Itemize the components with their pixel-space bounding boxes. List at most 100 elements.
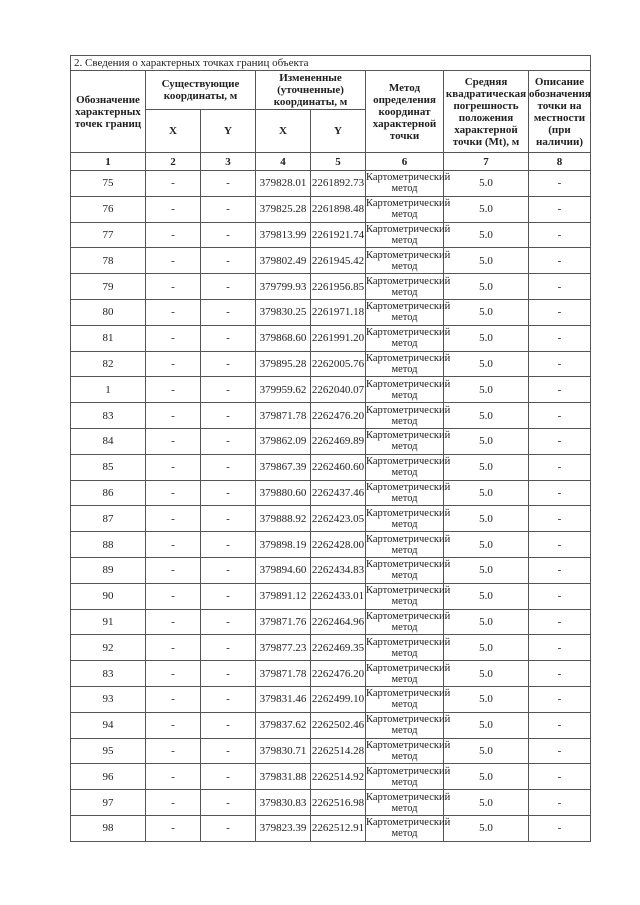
cell-changed-y: 2262476.20	[310, 402, 366, 429]
table-row: 90- -379891.12 2262433.01 Картометрический …	[70, 582, 591, 610]
cell-point-id: 89	[70, 556, 146, 584]
cell-existing-x: -	[145, 582, 201, 610]
cell-error: 5.0	[443, 737, 529, 765]
cell-error: 5.0	[443, 273, 529, 300]
header-existing-x: X	[145, 109, 201, 153]
cell-changed-x: 379802.49	[255, 247, 311, 275]
cell-method: Картометрический метод	[365, 170, 451, 197]
cell-changed-y: 2262516.98	[310, 789, 366, 816]
cell-existing-y: -	[200, 170, 256, 197]
cell-changed-y: 2262514.28	[310, 737, 366, 765]
cell-existing-y: -	[200, 247, 256, 275]
table-row: 81- -379868.60 2261991.20 Картометрический …	[70, 324, 591, 352]
cell-method: Картометрический метод	[365, 350, 451, 378]
cell-method: Картометрический метод	[365, 427, 451, 455]
cell-changed-x: 379823.39	[255, 814, 311, 842]
table-row: 97- -379830.83 2262516.98 Картометрический …	[70, 789, 591, 816]
cell-existing-y: -	[200, 634, 256, 662]
cell-error: 5.0	[443, 247, 529, 275]
cell-existing-x: -	[145, 737, 201, 765]
cell-description: -	[528, 582, 591, 610]
cell-existing-y: -	[200, 505, 256, 533]
cell-error: 5.0	[443, 608, 529, 636]
cell-existing-y: -	[200, 376, 256, 404]
cell-changed-x: 379959.62	[255, 376, 311, 404]
cell-error: 5.0	[443, 298, 529, 326]
table-row: 78- -379802.49 2261945.42 Картометрический …	[70, 247, 591, 275]
cell-point-id: 83	[70, 402, 146, 429]
col-number: 6	[365, 152, 444, 171]
cell-description: -	[528, 634, 591, 662]
table-row: 89- -379894.60 2262434.83 Картометрический …	[70, 556, 591, 584]
cell-existing-y: -	[200, 737, 256, 765]
cell-point-id: 90	[70, 582, 146, 610]
header-changed-coords: Измененные (уточненные) координаты, м	[255, 70, 366, 110]
cell-point-id: 75	[70, 170, 146, 197]
table-row: 77- -379813.99 2261921.74 Картометрический …	[70, 221, 591, 249]
cell-existing-x: -	[145, 402, 201, 429]
cell-existing-y: -	[200, 608, 256, 636]
cell-point-id: 78	[70, 247, 146, 275]
cell-changed-x: 379837.62	[255, 711, 311, 739]
cell-existing-y: -	[200, 350, 256, 378]
cell-existing-y: -	[200, 298, 256, 326]
cell-existing-x: -	[145, 789, 201, 816]
cell-existing-x: -	[145, 479, 201, 507]
cell-error: 5.0	[443, 789, 529, 816]
cell-existing-x: -	[145, 711, 201, 739]
header-changed-y: Y	[310, 109, 366, 153]
cell-description: -	[528, 453, 591, 481]
cell-changed-x: 379871.78	[255, 660, 311, 687]
cell-method: Картометрический метод	[365, 453, 451, 481]
cell-changed-y: 2262464.96	[310, 608, 366, 636]
cell-method: Картометрический метод	[365, 660, 451, 687]
cell-changed-y: 2261971.18	[310, 298, 366, 326]
table-row: 91- -379871.76 2262464.96 Картометрический …	[70, 608, 591, 636]
cell-error: 5.0	[443, 170, 529, 197]
cell-changed-y: 2261892.73	[310, 170, 366, 197]
cell-method: Картометрический метод	[365, 195, 451, 223]
cell-existing-x: -	[145, 170, 201, 197]
cell-existing-x: -	[145, 273, 201, 300]
cell-existing-y: -	[200, 453, 256, 481]
cell-description: -	[528, 170, 591, 197]
col-number: 2	[145, 152, 201, 171]
cell-method: Картометрический метод	[365, 479, 451, 507]
cell-changed-x: 379895.28	[255, 350, 311, 378]
cell-method: Картометрический метод	[365, 402, 451, 429]
col-number: 8	[528, 152, 591, 171]
table-row: 83- -379871.78 2262476.20 Картометрический …	[70, 660, 591, 687]
cell-error: 5.0	[443, 427, 529, 455]
cell-existing-x: -	[145, 505, 201, 533]
cell-error: 5.0	[443, 350, 529, 378]
section-title: 2. Сведения о характерных точках границ …	[70, 55, 591, 71]
cell-changed-y: 2262512.91	[310, 814, 366, 842]
table-row: 87- -379888.92 2262423.05 Картометрический …	[70, 505, 591, 533]
cell-existing-x: -	[145, 376, 201, 404]
cell-changed-y: 2261991.20	[310, 324, 366, 352]
cell-changed-x: 379867.39	[255, 453, 311, 481]
cell-existing-y: -	[200, 685, 256, 713]
cell-error: 5.0	[443, 453, 529, 481]
table-row: 76- -379825.28 2261898.48 Картометрический …	[70, 195, 591, 223]
cell-point-id: 85	[70, 453, 146, 481]
cell-changed-x: 379898.19	[255, 531, 311, 558]
cell-method: Картометрический метод	[365, 763, 451, 791]
cell-point-id: 96	[70, 763, 146, 791]
cell-method: Картометрический метод	[365, 634, 451, 662]
cell-error: 5.0	[443, 814, 529, 842]
cell-existing-x: -	[145, 298, 201, 326]
cell-method: Картометрический метод	[365, 814, 451, 842]
cell-changed-x: 379831.88	[255, 763, 311, 791]
cell-method: Картометрический метод	[365, 556, 451, 584]
cell-existing-y: -	[200, 221, 256, 249]
cell-point-id: 86	[70, 479, 146, 507]
cell-point-id: 1	[70, 376, 146, 404]
cell-changed-y: 2262428.00	[310, 531, 366, 558]
cell-changed-x: 379828.01	[255, 170, 311, 197]
table-row: 83- -379871.78 2262476.20 Картометрический …	[70, 402, 591, 429]
cell-changed-x: 379888.92	[255, 505, 311, 533]
table-row: 75- -379828.01 2261892.73 Картометрический …	[70, 170, 591, 197]
col-number: 4	[255, 152, 311, 171]
cell-existing-x: -	[145, 814, 201, 842]
